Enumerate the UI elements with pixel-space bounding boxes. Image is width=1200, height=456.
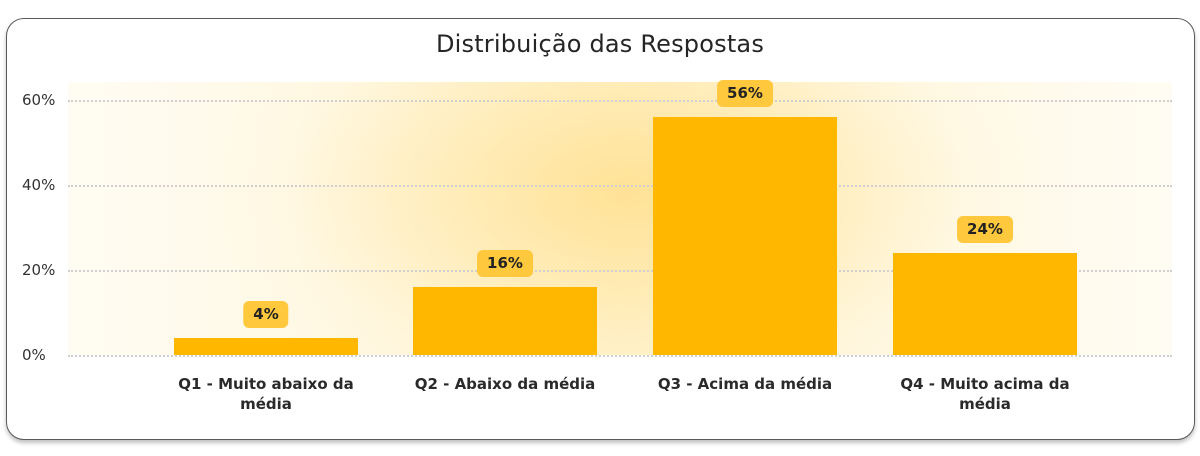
value-label-badge: 24% <box>957 216 1013 243</box>
x-axis-category-label: Q2 - Abaixo da média <box>414 375 596 393</box>
y-axis-tick-label: 20% <box>22 261 56 279</box>
value-label-badge: 16% <box>477 250 533 277</box>
gridline <box>68 355 1172 357</box>
x-axis-category-label: Q1 - Muito abaixo da média <box>178 375 354 413</box>
y-axis-tick-label: 40% <box>22 176 56 194</box>
x-axis-category-label: Q4 - Muito acima da média <box>900 375 1070 413</box>
value-label-badge: 56% <box>717 80 773 107</box>
x-axis-category-label: Q3 - Acima da média <box>657 375 833 393</box>
y-axis-tick-label: 0% <box>22 346 46 364</box>
bar[interactable] <box>413 287 597 355</box>
gridline <box>68 100 1172 102</box>
bar[interactable] <box>174 338 358 355</box>
chart-title: Distribuição das Respostas <box>435 30 765 58</box>
bar[interactable] <box>653 117 837 355</box>
y-axis-tick-label: 60% <box>22 91 56 109</box>
value-label-badge: 4% <box>243 301 289 328</box>
gridline <box>68 185 1172 187</box>
bar[interactable] <box>893 253 1077 355</box>
gridline <box>68 270 1172 272</box>
